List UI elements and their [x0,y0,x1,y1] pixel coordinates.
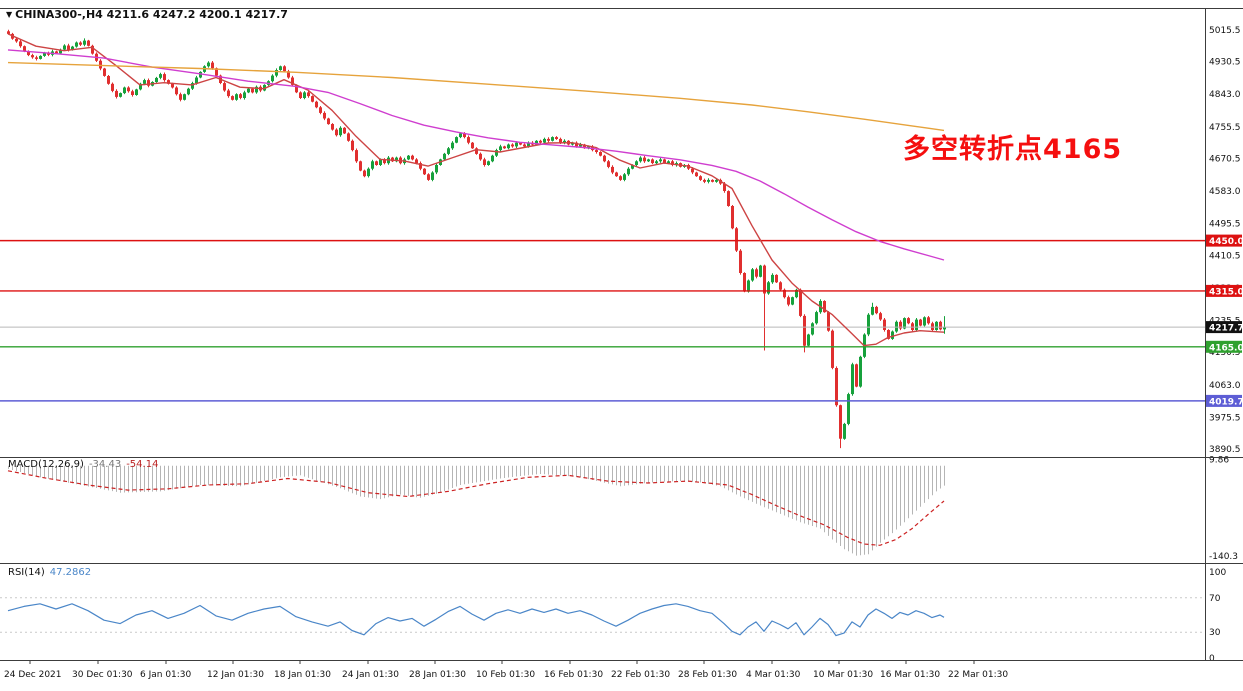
svg-text:4315.0: 4315.0 [1209,287,1243,297]
svg-text:4165.0: 4165.0 [1209,343,1243,353]
svg-text:5015.5: 5015.5 [1209,26,1241,36]
svg-text:30: 30 [1209,628,1221,638]
svg-text:4755.5: 4755.5 [1209,123,1241,133]
svg-text:22 Mar 01:30: 22 Mar 01:30 [948,670,1008,680]
svg-text:3890.5: 3890.5 [1209,445,1241,455]
svg-text:6 Jan 01:30: 6 Jan 01:30 [140,670,192,680]
svg-text:22 Feb 01:30: 22 Feb 01:30 [611,670,670,680]
ma-slow-orange [7,61,945,132]
svg-text:16 Feb 01:30: 16 Feb 01:30 [544,670,603,680]
svg-text:0: 0 [1209,654,1215,664]
symbol-ohlc-text: CHINA300-,H4 4211.6 4247.2 4200.1 4217.7 [15,8,288,21]
macd-value-signal: -54.14 [126,459,159,470]
svg-text:4410.5: 4410.5 [1209,251,1241,261]
svg-text:4450.0: 4450.0 [1209,237,1243,247]
svg-text:24 Dec 2021: 24 Dec 2021 [4,670,62,680]
svg-text:4495.5: 4495.5 [1209,220,1241,230]
macd-signal-line [7,470,945,546]
rsi-name: RSI(14) [8,567,45,578]
svg-text:4670.5: 4670.5 [1209,154,1241,164]
candlestick-series [7,29,946,449]
svg-text:10 Feb 01:30: 10 Feb 01:30 [476,670,535,680]
svg-text:4930.5: 4930.5 [1209,58,1241,68]
svg-text:28 Feb 01:30: 28 Feb 01:30 [678,670,737,680]
svg-text:24 Jan 01:30: 24 Jan 01:30 [342,670,399,680]
svg-text:4843.0: 4843.0 [1209,90,1241,100]
horizontal-level-lines[interactable] [0,239,1205,402]
macd-indicator-label: MACD(12,26,9) -34.43 -54.14 [8,460,158,470]
time-axis: 24 Dec 2021 30 Dec 01:30 6 Jan 01:30 12 Jan… [4,660,1008,680]
rsi-line [7,603,945,637]
svg-text:9.86: 9.86 [1209,455,1229,465]
svg-text:16 Mar 01:30: 16 Mar 01:30 [880,670,940,680]
macd-name: MACD(12,26,9) [8,459,84,470]
svg-text:4217.7: 4217.7 [1209,324,1243,334]
svg-text:3975.5: 3975.5 [1209,413,1241,423]
svg-text:18 Jan 01:30: 18 Jan 01:30 [274,670,331,680]
macd-panel: 9.86 -140.3 [7,455,1238,562]
ma-fast-red [7,33,945,347]
chart-title: ▼ CHINA300-,H4 4211.6 4247.2 4200.1 4217.… [6,9,288,20]
svg-text:4150.5: 4150.5 [1209,348,1241,358]
rsi-panel: 100 70 30 0 [0,568,1226,664]
svg-text:4 Mar 01:30: 4 Mar 01:30 [746,670,801,680]
svg-text:28 Jan 01:30: 28 Jan 01:30 [409,670,466,680]
panel-borders [0,8,1243,661]
svg-text:-140.3: -140.3 [1209,552,1238,562]
svg-text:4063.0: 4063.0 [1209,381,1241,391]
svg-text:4583.0: 4583.0 [1209,187,1241,197]
svg-text:4019.7: 4019.7 [1209,397,1243,407]
svg-text:30 Dec 01:30: 30 Dec 01:30 [72,670,133,680]
symbol-dropdown-icon[interactable]: ▼ [6,10,13,19]
price-axis-label-boxes: 4450.0 4315.0 4165.0 4019.7 4217.7 [1206,234,1243,407]
svg-text:12 Jan 01:30: 12 Jan 01:30 [207,670,264,680]
macd-value-main: -34.43 [88,459,122,470]
rsi-value: 47.2862 [49,567,92,578]
ma-mid-magenta [7,49,945,261]
annotation-text: 多空转折点4165 [903,134,1123,165]
rsi-indicator-label: RSI(14) 47.2862 [8,568,91,578]
svg-text:10 Mar 01:30: 10 Mar 01:30 [813,670,873,680]
svg-text:70: 70 [1209,594,1221,604]
svg-text:100: 100 [1209,568,1226,578]
